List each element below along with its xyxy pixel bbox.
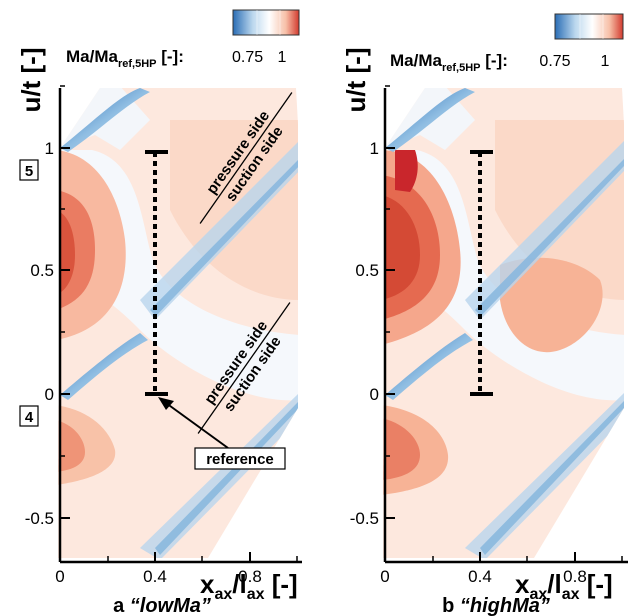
y-tick-label: 0 (45, 385, 54, 404)
colorbar-tick-b: 1 (601, 53, 610, 70)
x-tick-label: 0 (55, 567, 64, 586)
colorbar-label-b: Ma/Maref,5HP [-]: (390, 51, 508, 74)
colorbar-label-a: Ma/Maref,5HP [-]: (66, 47, 184, 70)
x-tick-label: 0.8 (563, 567, 587, 586)
y-tick-label: 0 (370, 385, 379, 404)
reference-annotation: reference (158, 397, 286, 470)
svg-text:5: 5 (25, 163, 33, 180)
x-tick-label: 0.4 (143, 567, 167, 586)
panel-caption-b: b “highMa” (442, 595, 550, 616)
svg-text:4: 4 (25, 409, 34, 426)
y-tick-label: 1 (45, 139, 54, 158)
colorbar-a (232, 9, 300, 36)
y-tick-label: 0.5 (355, 261, 379, 280)
colorbar-b (554, 13, 624, 40)
contour-field-b (383, 88, 624, 558)
svg-text:reference: reference (206, 451, 274, 468)
y-tick-label: 0.5 (30, 261, 54, 280)
panel-lowMa: 1 0.5 0 -0.5 0 0.4 0.8 u/t [-] xax/lax [… (16, 9, 302, 616)
y-axis-label: u/t [-] (16, 48, 46, 113)
colorbar-tick-b: 0.75 (539, 53, 570, 70)
x-tick-label: 0.8 (238, 567, 262, 586)
panel-highMa: 1 0.5 0 -0.5 0 0.4 0.8 u/t [-] xax/lax [… (341, 13, 628, 616)
y-axis-label: u/t [-] (341, 48, 371, 113)
plane-marker-5: 5 (19, 159, 39, 181)
y-tick-label: 1 (370, 139, 379, 158)
colorbar-tick-a: 0.75 (232, 49, 263, 66)
y-tick-label: -0.5 (25, 509, 54, 528)
contour-field-a (58, 88, 298, 558)
colorbar-tick-a: 1 (278, 49, 287, 66)
x-tick-label: 0 (380, 567, 389, 586)
y-tick-label: -0.5 (350, 509, 379, 528)
panel-caption-a: a “lowMa” (113, 595, 211, 616)
plane-marker-4: 4 (19, 405, 39, 427)
x-tick-label: 0.4 (468, 567, 492, 586)
